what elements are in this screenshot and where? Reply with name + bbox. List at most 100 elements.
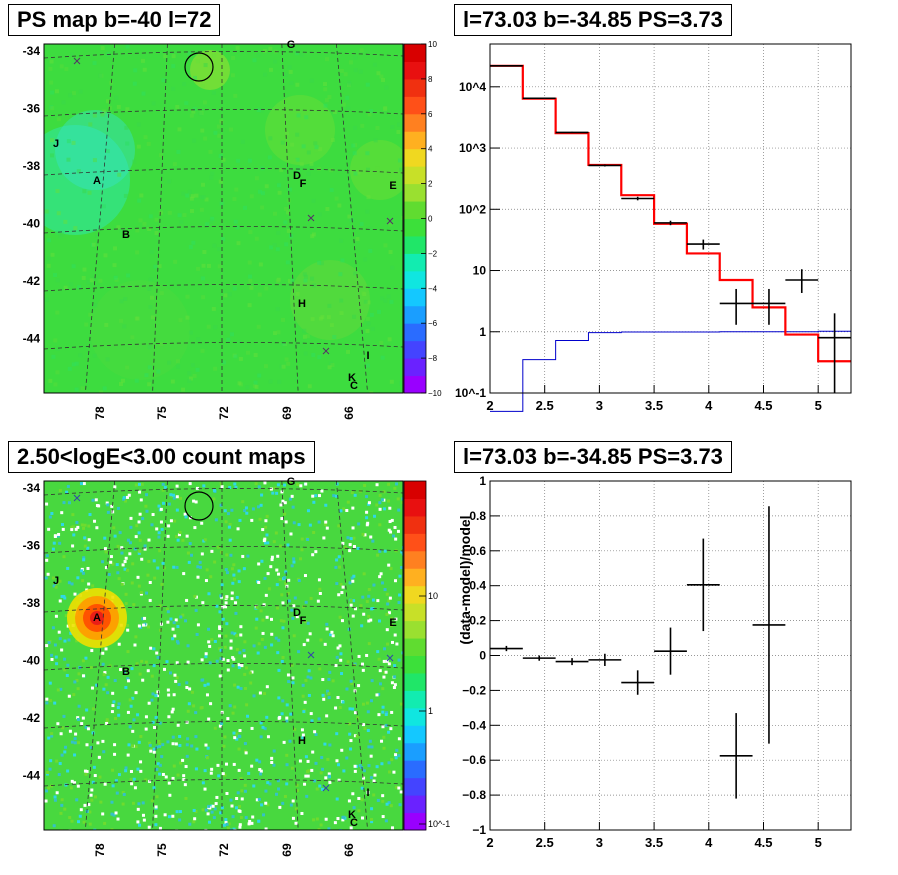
- count-pixel: [117, 773, 121, 777]
- count-pixel: [335, 482, 339, 486]
- ps-map-y-ticks: -34-36-38-40-42-44: [23, 44, 41, 346]
- count-pixel: [239, 777, 243, 781]
- count-pixel: [269, 565, 273, 569]
- count-pixel: [105, 721, 109, 725]
- map-pixel: [209, 219, 214, 224]
- count-pixel: [360, 786, 364, 790]
- count-pixel: [352, 574, 356, 578]
- map-pixel: [73, 226, 78, 231]
- count-pixel: [219, 550, 223, 554]
- count-pixel: [172, 496, 176, 500]
- cross-marker: [322, 784, 330, 792]
- count-pixel: [221, 617, 225, 621]
- source-label: I: [366, 787, 369, 799]
- map-pixel: [64, 67, 69, 72]
- count-pixel: [137, 624, 141, 628]
- map-pixel: [130, 335, 135, 340]
- count-pixel: [335, 732, 339, 736]
- count-pixel: [48, 699, 52, 703]
- data-points: [490, 65, 851, 393]
- count-pixel: [331, 679, 335, 683]
- count-pixel: [319, 771, 323, 775]
- count-pixel: [178, 530, 182, 534]
- count-pixel: [57, 773, 61, 777]
- count-pixel: [141, 517, 145, 521]
- count-pixel: [304, 755, 308, 759]
- map-pixel: [362, 292, 367, 297]
- map-pixel: [55, 189, 60, 194]
- count-pixel: [291, 816, 295, 820]
- count-pixel: [277, 638, 281, 642]
- count-pixel: [300, 548, 304, 552]
- count-pixel: [167, 502, 171, 506]
- map-pixel: [367, 112, 372, 117]
- count-pixel: [113, 485, 117, 489]
- x-tick-label: 3: [596, 835, 603, 850]
- count-pixel: [270, 555, 274, 559]
- count-pixel: [365, 701, 369, 705]
- count-pixel: [323, 642, 327, 646]
- map-pixel: [199, 195, 204, 200]
- y-tick-label: 1: [479, 325, 486, 339]
- count-pixel: [234, 601, 238, 605]
- count-pixel: [238, 825, 242, 829]
- count-pixel: [227, 525, 231, 529]
- count-pixel: [134, 535, 138, 539]
- count-pixel: [339, 652, 343, 656]
- count-pixel: [260, 803, 264, 807]
- count-pixel: [319, 638, 323, 642]
- count-pixel: [121, 802, 125, 806]
- map-pixel: [389, 379, 394, 384]
- count-pixel: [161, 743, 165, 747]
- count-pixel: [243, 783, 247, 787]
- map-pixel: [373, 138, 378, 143]
- count-pixel: [188, 687, 192, 691]
- map-pixel: [188, 330, 193, 335]
- count-pixel: [89, 793, 93, 797]
- count-pixel: [270, 632, 274, 636]
- count-pixel: [224, 520, 228, 524]
- count-pixel: [205, 756, 209, 760]
- count-pixel: [301, 683, 305, 687]
- map-pixel: [325, 57, 330, 62]
- count-pixel: [134, 635, 138, 639]
- count-pixel: [346, 500, 350, 504]
- x-tick-label: 4.5: [754, 835, 772, 850]
- map-pixel: [217, 247, 222, 252]
- count-pixel: [365, 523, 369, 527]
- count-pixel: [347, 722, 351, 726]
- count-pixel: [255, 617, 259, 621]
- count-pixel: [265, 514, 269, 518]
- count-pixel: [152, 647, 156, 651]
- count-pixel: [220, 806, 224, 810]
- count-pixel: [347, 799, 351, 803]
- count-pixel: [210, 549, 214, 553]
- colorbar-cell: [404, 201, 426, 219]
- count-pixel: [306, 774, 310, 778]
- map-pixel: [88, 312, 93, 317]
- map-pixel: [280, 140, 285, 145]
- x-tick-label: 69: [280, 843, 294, 857]
- count-pixel: [110, 828, 114, 830]
- map-pixel: [311, 352, 316, 357]
- count-pixel: [309, 676, 313, 680]
- count-pixel: [204, 655, 208, 659]
- map-pixel: [87, 190, 92, 195]
- x-tick-label: 72: [217, 843, 231, 857]
- count-pixel: [113, 679, 117, 683]
- count-pixel: [392, 534, 396, 538]
- count-pixel: [393, 683, 397, 687]
- count-pixel: [240, 797, 244, 801]
- count-pixel: [158, 772, 162, 776]
- count-pixel: [193, 817, 197, 821]
- count-pixel: [398, 593, 402, 597]
- count-pixel: [171, 814, 175, 818]
- map-pixel: [51, 354, 56, 359]
- count-pixel: [186, 551, 190, 555]
- colorbar-cell: [404, 655, 426, 674]
- count-pixel: [203, 787, 207, 791]
- count-pixel: [117, 702, 121, 706]
- count-pixel: [239, 687, 243, 691]
- map-pixel: [285, 260, 290, 265]
